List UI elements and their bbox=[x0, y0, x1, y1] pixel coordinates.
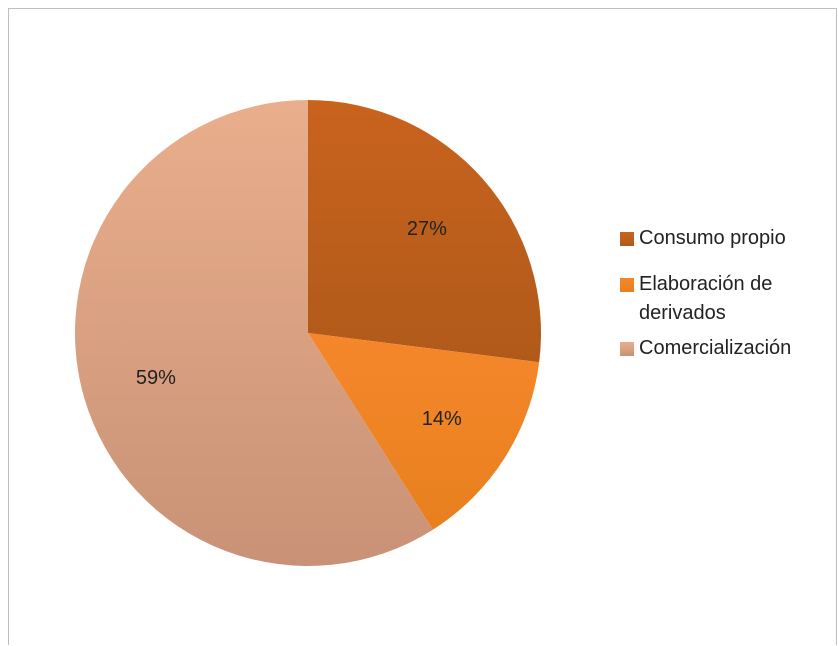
legend-swatch bbox=[620, 342, 634, 356]
legend-swatch bbox=[620, 278, 634, 292]
pie-slice-2 bbox=[308, 333, 540, 530]
legend-label: Consumo propio bbox=[639, 227, 786, 249]
pie-slice-1 bbox=[308, 100, 542, 363]
legend-label: Elaboración de derivados bbox=[639, 273, 773, 324]
data-label-1: 27% bbox=[407, 218, 447, 240]
legend: Consumo propio Elaboración de derivados … bbox=[620, 224, 830, 363]
legend-item-elaboracion-de-derivados: Elaboración de derivados bbox=[620, 270, 830, 328]
data-label-2: 14% bbox=[422, 408, 462, 430]
data-label-3: 59% bbox=[136, 367, 176, 389]
legend-item-consumo-propio: Consumo propio bbox=[620, 224, 830, 253]
legend-item-comercializacion: Comercialización bbox=[620, 334, 830, 363]
legend-label: Comercialización bbox=[639, 337, 792, 359]
legend-swatch bbox=[620, 232, 634, 246]
pie-slice-3 bbox=[74, 100, 433, 566]
